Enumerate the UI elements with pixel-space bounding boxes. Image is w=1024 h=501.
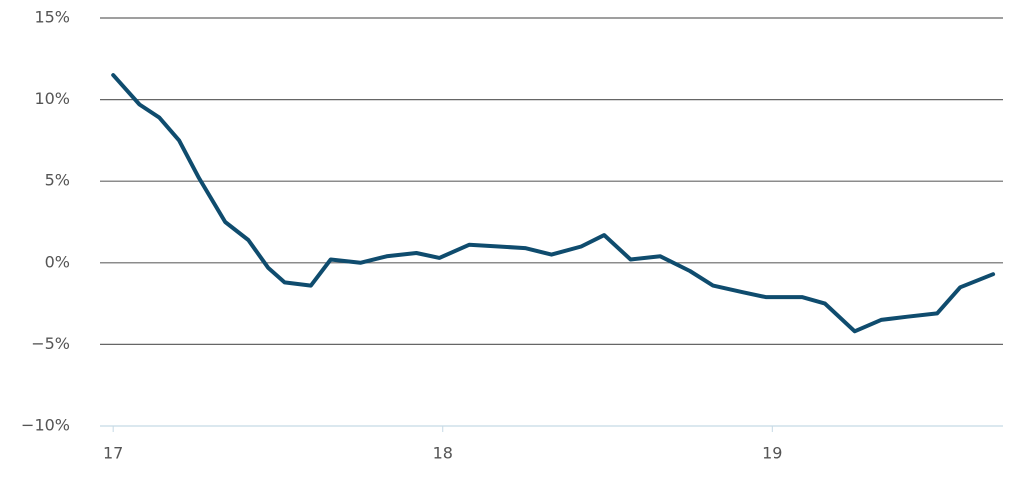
x-tick-label: 17 xyxy=(103,444,123,463)
y-tick-label: 10% xyxy=(34,89,70,108)
y-tick-label: 5% xyxy=(45,171,70,190)
y-tick-label: −10% xyxy=(21,416,70,435)
y-tick-label: 0% xyxy=(45,252,70,271)
data-line xyxy=(111,73,996,334)
y-tick-label: −5% xyxy=(31,334,70,353)
x-tick-label: 19 xyxy=(762,444,782,463)
x-tick-label: 18 xyxy=(433,444,453,463)
y-tick-label: 15% xyxy=(34,8,70,27)
